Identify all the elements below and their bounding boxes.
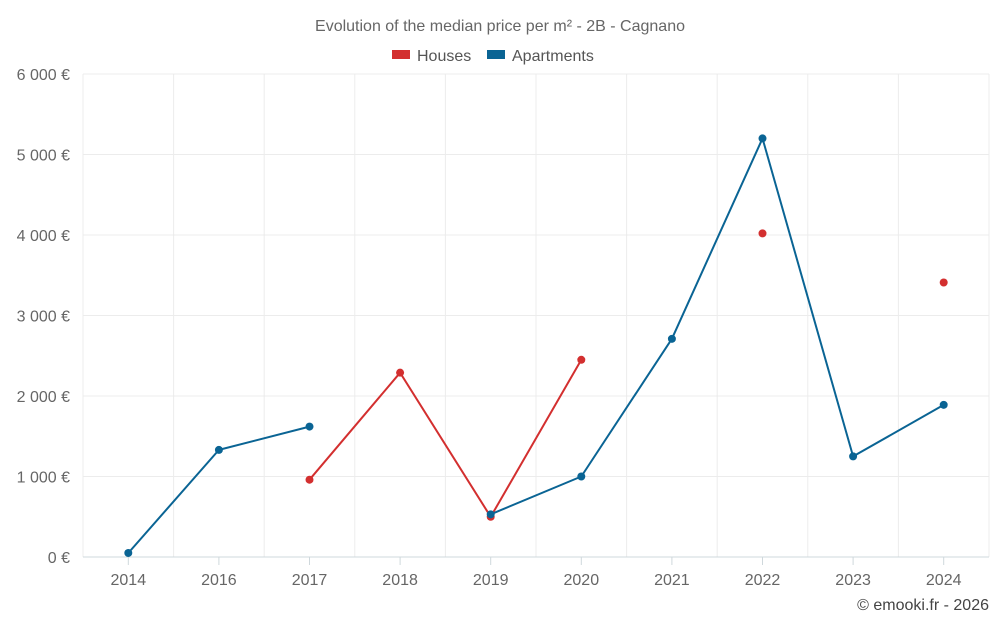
y-axis: 0 € 1 000 € 2 000 € 3 000 € 4 000 € 5 000 € 6 … — [17, 67, 70, 567]
y-tick-label: 0 € — [48, 550, 70, 567]
data-point-apartments[interactable] — [939, 400, 948, 409]
y-tick-label: 6 000 € — [17, 67, 70, 84]
data-point-apartments[interactable] — [214, 445, 223, 454]
legend-label-houses: Houses — [417, 48, 471, 65]
data-point-apartments[interactable] — [667, 334, 676, 343]
x-tick-label: 2016 — [201, 572, 237, 589]
data-point-houses[interactable] — [577, 355, 586, 364]
series-apartments — [124, 134, 948, 557]
series-line-houses — [308, 359, 583, 518]
x-tick-label: 2014 — [111, 572, 147, 589]
legend-swatch-houses — [392, 50, 410, 59]
data-point-houses[interactable] — [758, 229, 767, 238]
series-houses — [305, 229, 948, 521]
data-point-houses[interactable] — [305, 475, 314, 484]
x-axis: 2014 2016 2017 2018 2019 2020 2021 2022 2023 2024 — [83, 556, 989, 589]
legend-label-apartments: Apartments — [512, 48, 594, 65]
x-tick-label: 2019 — [473, 572, 509, 589]
x-tick-label: 2020 — [564, 572, 600, 589]
data-point-apartments[interactable] — [577, 472, 586, 481]
series — [124, 134, 948, 557]
legend-item-apartments[interactable]: Apartments — [487, 48, 594, 65]
data-point-apartments[interactable] — [305, 422, 314, 431]
data-point-apartments[interactable] — [849, 452, 858, 461]
series-line-apartments — [490, 137, 945, 516]
grid — [82, 73, 990, 557]
x-tick-label: 2024 — [926, 572, 962, 589]
credit-label: © emooki.fr - 2026 — [857, 597, 989, 614]
x-tick-label: 2017 — [292, 572, 328, 589]
data-point-apartments[interactable] — [486, 510, 495, 519]
legend-swatch-apartments — [487, 50, 505, 59]
legend-item-houses[interactable]: Houses — [392, 48, 471, 65]
data-point-houses[interactable] — [396, 368, 405, 377]
y-tick-label: 3 000 € — [17, 309, 70, 326]
x-tick-label: 2022 — [745, 572, 781, 589]
y-tick-label: 1 000 € — [17, 470, 70, 487]
y-tick-label: 2 000 € — [17, 389, 70, 406]
chart-title: Evolution of the median price per m² - 2… — [315, 18, 685, 35]
data-point-apartments[interactable] — [758, 134, 767, 143]
data-point-apartments[interactable] — [124, 548, 133, 557]
x-tick-label: 2018 — [382, 572, 418, 589]
legend: Houses Apartments — [392, 48, 594, 65]
data-point-houses[interactable] — [939, 278, 948, 287]
x-tick-label: 2023 — [835, 572, 871, 589]
y-tick-label: 5 000 € — [17, 148, 70, 165]
y-tick-label: 4 000 € — [17, 228, 70, 245]
x-tick-label: 2021 — [654, 572, 690, 589]
series-line-apartments — [127, 425, 310, 554]
